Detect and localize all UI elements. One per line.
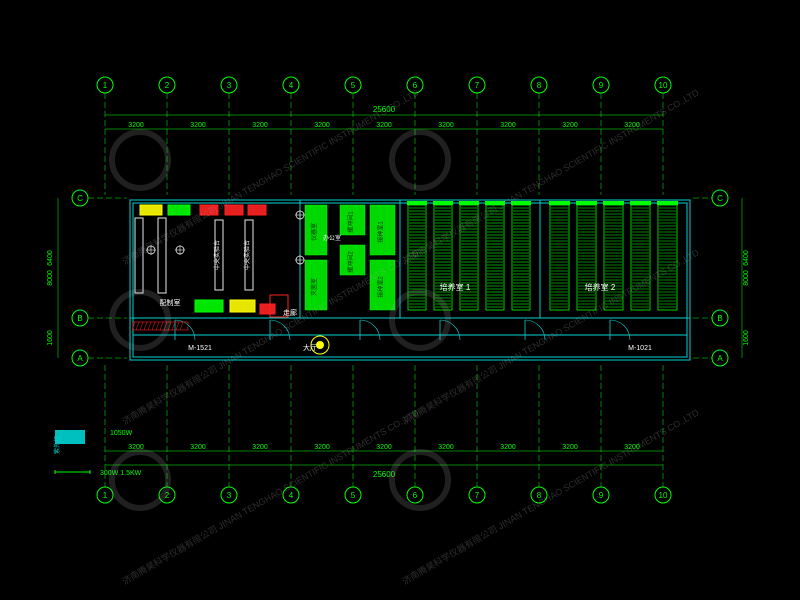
svg-text:培养室 2: 培养室 2 [585, 282, 616, 292]
svg-text:3200: 3200 [252, 122, 268, 129]
svg-text:M-1021: M-1021 [628, 345, 652, 352]
svg-text:3200: 3200 [190, 444, 206, 451]
svg-text:9: 9 [599, 491, 604, 500]
svg-text:3200: 3200 [128, 122, 144, 129]
svg-text:4: 4 [289, 491, 294, 500]
svg-text:8: 8 [537, 81, 542, 90]
svg-text:C: C [77, 194, 83, 203]
svg-text:5: 5 [351, 81, 356, 90]
svg-text:300W 1.5KW: 300W 1.5KW [100, 470, 142, 477]
svg-text:3200: 3200 [376, 444, 392, 451]
svg-text:1: 1 [103, 81, 108, 90]
svg-text:接种室2: 接种室2 [377, 276, 385, 298]
svg-text:3200: 3200 [562, 122, 578, 129]
svg-text:A: A [717, 354, 723, 363]
svg-text:缓冲间2: 缓冲间2 [347, 251, 355, 273]
svg-text:紫外灯: 紫外灯 [53, 436, 61, 454]
svg-text:10: 10 [659, 491, 668, 500]
svg-text:8000: 8000 [47, 270, 54, 286]
svg-text:走廊: 走廊 [283, 308, 297, 317]
svg-text:M-1521: M-1521 [188, 345, 212, 352]
svg-text:1050W: 1050W [110, 430, 133, 437]
svg-text:3200: 3200 [500, 444, 516, 451]
cad-floorplan: 1122334455667788991010256003200320032003… [0, 0, 800, 600]
svg-text:1600: 1600 [47, 330, 54, 346]
svg-text:7: 7 [475, 81, 480, 90]
svg-text:C: C [717, 194, 723, 203]
svg-text:中央实验台: 中央实验台 [243, 240, 251, 270]
svg-text:办公室: 办公室 [323, 234, 341, 242]
svg-text:3200: 3200 [562, 444, 578, 451]
svg-text:3200: 3200 [376, 122, 392, 129]
svg-text:6400: 6400 [743, 250, 750, 266]
svg-text:9: 9 [599, 81, 604, 90]
svg-text:1600: 1600 [743, 330, 750, 346]
svg-text:1: 1 [103, 491, 108, 500]
svg-text:2: 2 [165, 81, 170, 90]
svg-text:3200: 3200 [624, 444, 640, 451]
svg-text:8000: 8000 [743, 270, 750, 286]
svg-text:3200: 3200 [190, 122, 206, 129]
svg-text:3200: 3200 [438, 444, 454, 451]
svg-text:3: 3 [227, 491, 232, 500]
svg-text:大厅: 大厅 [303, 343, 317, 352]
svg-text:A: A [77, 354, 83, 363]
svg-text:灭菌室: 灭菌室 [310, 278, 318, 296]
svg-text:3: 3 [227, 81, 232, 90]
svg-text:3200: 3200 [624, 122, 640, 129]
svg-text:3200: 3200 [252, 444, 268, 451]
svg-text:B: B [77, 314, 82, 323]
svg-text:8: 8 [537, 491, 542, 500]
svg-text:5: 5 [351, 491, 356, 500]
svg-text:3200: 3200 [314, 444, 330, 451]
svg-text:中央实验台: 中央实验台 [213, 240, 221, 270]
svg-text:3200: 3200 [500, 122, 516, 129]
svg-text:缓冲间1: 缓冲间1 [347, 211, 355, 233]
svg-text:接种室1: 接种室1 [377, 221, 385, 243]
svg-text:仪器室: 仪器室 [310, 223, 318, 241]
svg-text:6400: 6400 [47, 250, 54, 266]
svg-text:3200: 3200 [438, 122, 454, 129]
svg-text:6: 6 [413, 491, 418, 500]
svg-text:10: 10 [659, 81, 668, 90]
svg-text:4: 4 [289, 81, 294, 90]
svg-text:培养室 1: 培养室 1 [440, 282, 471, 292]
svg-text:3200: 3200 [314, 122, 330, 129]
svg-text:25600: 25600 [373, 105, 396, 114]
svg-text:6: 6 [413, 81, 418, 90]
svg-text:7: 7 [475, 491, 480, 500]
svg-text:B: B [717, 314, 722, 323]
